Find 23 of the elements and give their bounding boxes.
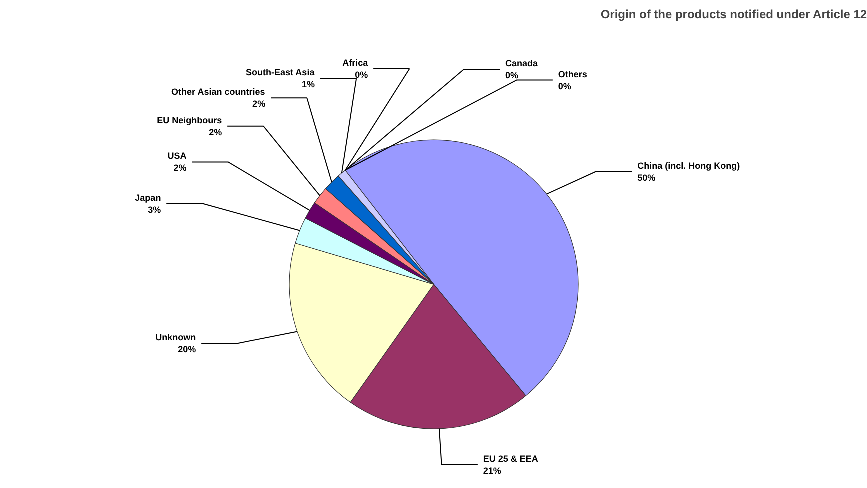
category-label: Others (558, 69, 588, 80)
slice-label: China (incl. Hong Kong) (638, 160, 740, 171)
slice-label: EU 25 & EEA (483, 454, 539, 464)
text: 0% (506, 70, 519, 81)
slice-label: USA (168, 151, 188, 162)
chart-title: Origin of the products notified under Article 12 (600, 8, 867, 22)
text: 0% (558, 81, 572, 92)
text: 0% (355, 70, 368, 80)
data-label: 20% (178, 344, 196, 355)
slice-label: EU Neighbours (157, 115, 222, 126)
category-label: Africa (342, 58, 368, 68)
slice-label: Unknown (156, 332, 196, 343)
data-label: 50% (638, 172, 656, 183)
category-label: Canada (506, 58, 538, 69)
data-label: 21% (483, 466, 502, 476)
data-label: 3% (148, 204, 162, 215)
slice-label: Japan (135, 192, 162, 203)
data-label: 1% (302, 80, 316, 90)
data-label: 2% (252, 99, 266, 110)
data-label: 2% (174, 163, 187, 174)
data-label: 2% (209, 127, 222, 138)
slice-label: South-East Asia (246, 68, 316, 78)
slice-label: Other Asian countries (172, 87, 266, 98)
